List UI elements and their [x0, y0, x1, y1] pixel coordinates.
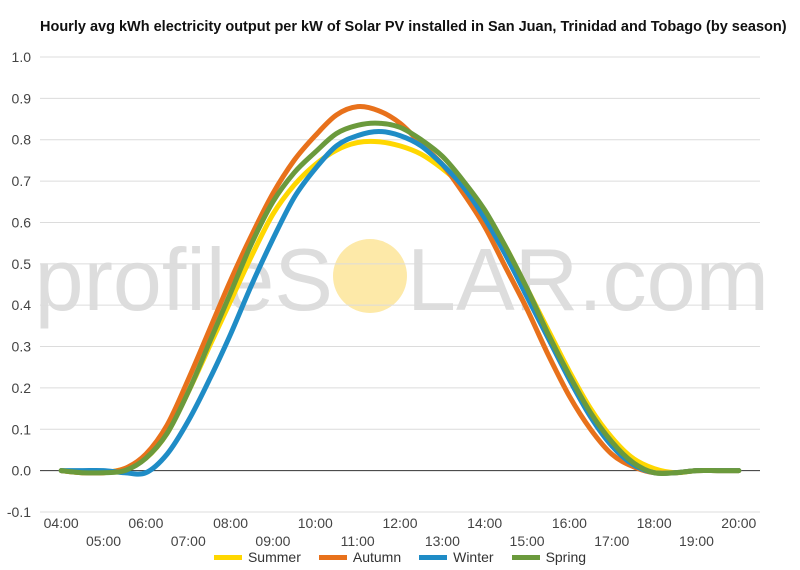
x-tick-label: 05:00 — [86, 533, 121, 548]
line-chart: profileS LAR.com 1.0 0.9 0.8 0.7 0.6 0.5 0.4 0.… — [7, 49, 769, 548]
x-tick-label: 08:00 — [213, 515, 248, 531]
x-tick-label: 16:00 — [552, 515, 587, 531]
x-tick-label: 11:00 — [341, 533, 375, 548]
x-tick-label: 09:00 — [255, 533, 290, 548]
y-tick-label: 0.6 — [12, 214, 32, 230]
chart-title: Hourly avg kWh electricity output per kW… — [40, 19, 787, 35]
x-tick-label: 07:00 — [171, 533, 206, 548]
legend-item-spring: Spring — [511, 549, 587, 565]
x-tick-label: 20:00 — [721, 515, 756, 531]
x-axis-tick-labels: 04:00 06:00 08:00 10:00 12:00 14:00 16:00 18:00… — [44, 515, 757, 548]
watermark: profileS LAR.com — [35, 230, 769, 329]
x-tick-label: 17:00 — [594, 533, 629, 548]
legend-item-summer: Summer — [213, 549, 301, 565]
legend-swatch — [213, 554, 242, 560]
x-tick-label: 14:00 — [467, 515, 502, 531]
y-tick-label: 0.9 — [12, 90, 32, 106]
y-tick-label: 0.4 — [12, 297, 32, 313]
legend: Summer Autumn Winter Spring — [0, 549, 800, 565]
legend-item-autumn: Autumn — [318, 549, 402, 565]
series-line-spring — [58, 120, 742, 477]
y-tick-label: 0.3 — [12, 339, 32, 355]
x-tick-label: 19:00 — [679, 533, 714, 548]
y-tick-label: 0.5 — [12, 256, 32, 272]
x-tick-label: 04:00 — [44, 515, 79, 531]
legend-swatch — [419, 554, 448, 560]
watermark-text-right: LAR.com — [407, 230, 769, 329]
y-tick-label: -0.1 — [7, 504, 31, 520]
y-tick-label: 0.7 — [12, 173, 32, 189]
x-tick-label: 15:00 — [510, 533, 545, 548]
watermark-text-left: profileS — [35, 230, 333, 329]
series-line-autumn — [58, 103, 742, 476]
x-tick-label: 06:00 — [128, 515, 163, 531]
x-tick-label: 13:00 — [425, 533, 460, 548]
legend-label: Summer — [247, 549, 301, 565]
legend-label: Winter — [453, 549, 494, 565]
legend-label: Autumn — [352, 549, 402, 565]
legend-swatch — [318, 554, 347, 560]
series-lines — [58, 103, 742, 477]
x-tick-label: 18:00 — [637, 515, 672, 531]
legend-swatch — [511, 554, 540, 560]
y-tick-label: 0.2 — [12, 380, 32, 396]
y-tick-label: 0.1 — [12, 421, 32, 437]
y-tick-label: 0.0 — [12, 463, 32, 479]
y-tick-label: 1.0 — [12, 49, 32, 65]
y-axis-tick-labels: 1.0 0.9 0.8 0.7 0.6 0.5 0.4 0.3 0.2 0.1 0.0 -0.1 — [7, 49, 31, 520]
x-tick-label: 10:00 — [298, 515, 333, 531]
legend-label: Spring — [545, 549, 587, 565]
watermark-sun-icon — [333, 239, 407, 313]
y-tick-label: 0.8 — [12, 132, 32, 148]
x-tick-label: 12:00 — [382, 515, 417, 531]
legend-item-winter: Winter — [419, 549, 494, 565]
